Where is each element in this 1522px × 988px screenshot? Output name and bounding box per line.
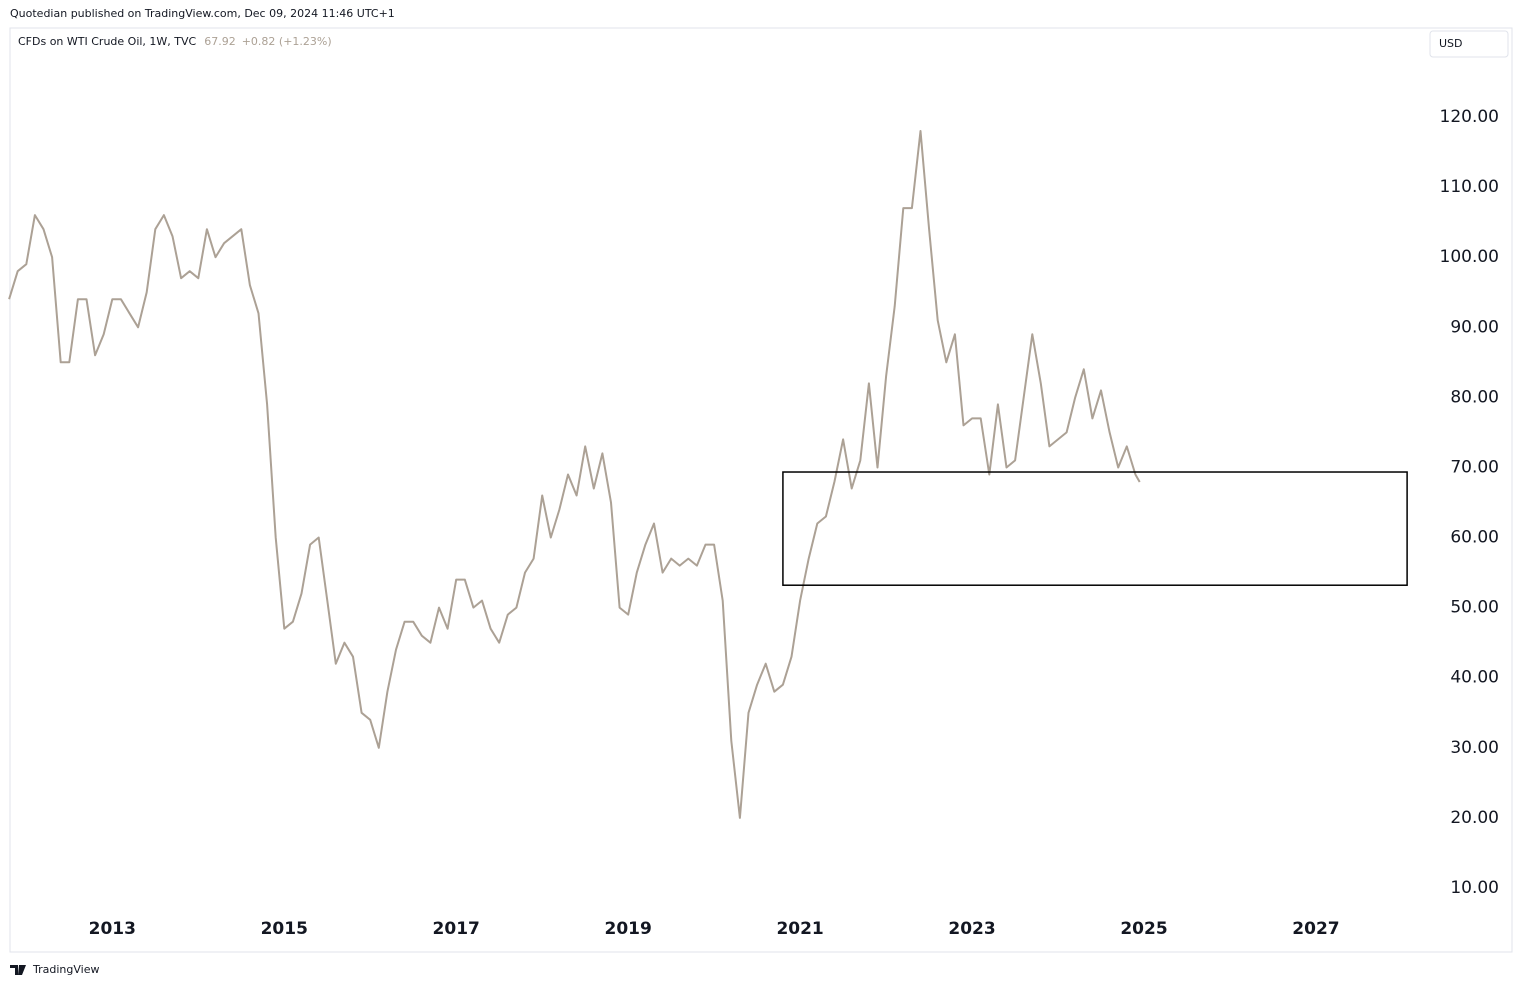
y-tick-label: 120.00 (1440, 107, 1499, 127)
y-tick-label: 110.00 (1440, 177, 1499, 197)
currency-button[interactable] (1429, 30, 1509, 58)
x-tick-label: 2027 (1292, 919, 1339, 939)
publish-note: Quotedian published on TradingView.com, … (10, 7, 395, 20)
symbol-legend: CFDs on WTI Crude Oil, 1W, TVC (18, 35, 197, 48)
currency-label[interactable]: USD (1439, 37, 1463, 50)
y-tick-label: 10.00 (1450, 878, 1499, 898)
y-tick-label: 30.00 (1450, 738, 1499, 758)
last-price: 67.92 (204, 35, 236, 48)
y-tick-label: 100.00 (1440, 247, 1499, 267)
price-line (8, 130, 1141, 819)
x-tick-label: 2015 (261, 919, 308, 939)
y-tick-label: 70.00 (1450, 457, 1499, 477)
support-zone (782, 471, 1408, 586)
y-tick-label: 50.00 (1450, 598, 1499, 618)
y-tick-label: 80.00 (1450, 387, 1499, 407)
x-tick-label: 2021 (776, 919, 823, 939)
x-tick-label: 2025 (1120, 919, 1167, 939)
y-tick-label: 60.00 (1450, 528, 1499, 548)
y-tick-label: 90.00 (1450, 317, 1499, 337)
x-tick-label: 2013 (89, 919, 136, 939)
y-tick-label: 20.00 (1450, 808, 1499, 828)
x-tick-label: 2017 (433, 919, 480, 939)
price-change: +0.82 (+1.23%) (242, 35, 332, 48)
footer-brand: TradingView (32, 963, 99, 976)
chart-frame (9, 27, 1513, 953)
tv-logo (10, 965, 26, 975)
x-tick-label: 2023 (948, 919, 995, 939)
y-tick-label: 40.00 (1450, 668, 1499, 688)
x-tick-label: 2019 (605, 919, 652, 939)
